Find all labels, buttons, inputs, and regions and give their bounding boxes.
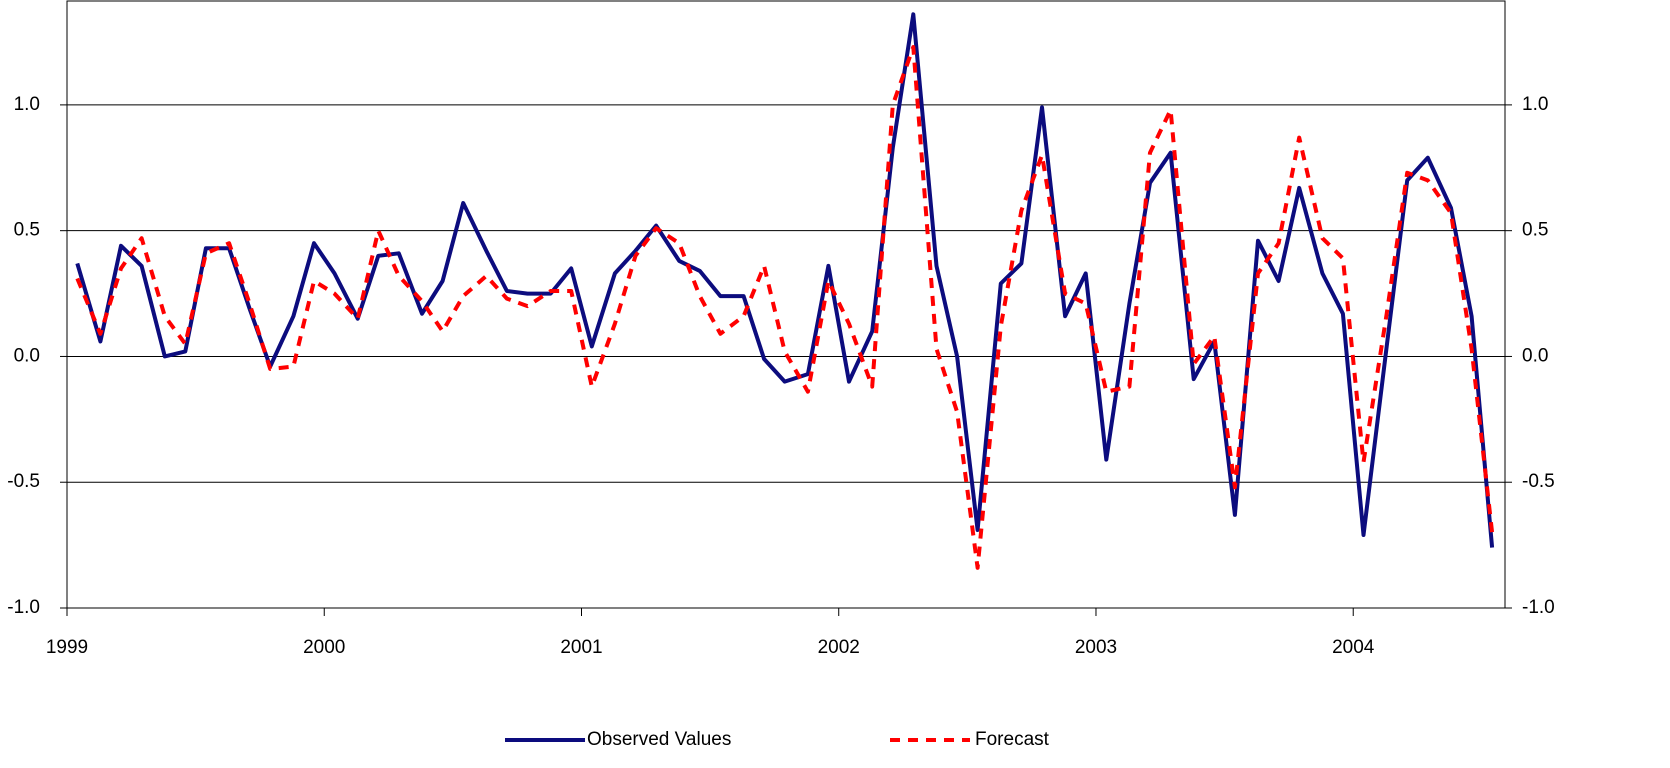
y2-tick-label: 0.0 [1522, 345, 1548, 366]
legend-label: Observed Values [587, 729, 731, 750]
series-line [75, 12, 1495, 548]
legend-label: Forecast [975, 729, 1050, 750]
y2-tick-label: -0.5 [1522, 471, 1555, 492]
y-tick-label: -0.5 [7, 471, 40, 492]
y-tick-label: -1.0 [7, 597, 40, 618]
x-tick-label: 2004 [1332, 637, 1375, 658]
x-tick-label: 2000 [303, 637, 345, 658]
plot-frame [66, 0, 1506, 609]
x-tick-label: 2002 [818, 637, 860, 658]
y2-tick-label: 1.0 [1522, 94, 1548, 115]
y-tick-label: 0.0 [14, 345, 40, 366]
y2-tick-label: 0.5 [1522, 220, 1548, 241]
series-line [75, 45, 1495, 570]
x-tick-label: 1999 [46, 637, 88, 658]
x-tick-label: 2003 [1075, 637, 1117, 658]
y2-tick-label: -1.0 [1522, 597, 1555, 618]
y-tick-label: 0.5 [14, 220, 40, 241]
y-tick-label: 1.0 [14, 94, 40, 115]
x-tick-label: 2001 [560, 637, 602, 658]
